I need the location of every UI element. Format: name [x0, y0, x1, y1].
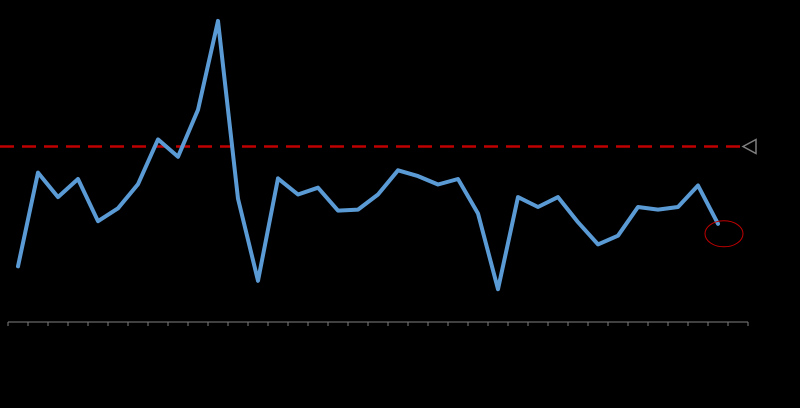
data-point — [196, 108, 200, 112]
data-point — [516, 195, 520, 199]
data-point — [216, 19, 220, 23]
data-point — [36, 171, 40, 175]
data-point — [276, 176, 280, 180]
data-point — [356, 208, 360, 212]
data-point — [556, 195, 560, 199]
data-point — [336, 209, 340, 213]
data-point — [136, 182, 140, 186]
data-point — [656, 208, 660, 212]
data-point — [256, 279, 260, 283]
data-point — [456, 177, 460, 181]
data-point — [496, 287, 500, 291]
data-point — [76, 177, 80, 181]
x-axis — [7, 321, 749, 326]
series-group — [16, 18, 720, 292]
data-point — [416, 174, 420, 178]
data-point — [436, 183, 440, 187]
data-point — [156, 137, 160, 141]
data-point — [176, 155, 180, 159]
data-point — [696, 183, 700, 187]
last-point-highlight — [704, 220, 744, 248]
data-point — [476, 211, 480, 215]
data-point — [376, 192, 380, 196]
data-point — [16, 264, 20, 268]
data-point — [296, 192, 300, 196]
reference-end-marker — [741, 138, 757, 155]
series-line — [16, 18, 720, 292]
data-point — [716, 222, 720, 226]
data-point — [236, 197, 240, 201]
data-point — [396, 168, 400, 172]
marker-group — [704, 138, 757, 248]
data-point — [536, 205, 540, 209]
data-point — [56, 195, 60, 199]
data-point — [116, 206, 120, 210]
data-point — [576, 220, 580, 224]
data-point — [96, 219, 100, 223]
data-point — [676, 205, 680, 209]
data-point — [316, 186, 320, 190]
data-point — [636, 205, 640, 209]
data-point — [596, 242, 600, 246]
data-point — [616, 234, 620, 238]
